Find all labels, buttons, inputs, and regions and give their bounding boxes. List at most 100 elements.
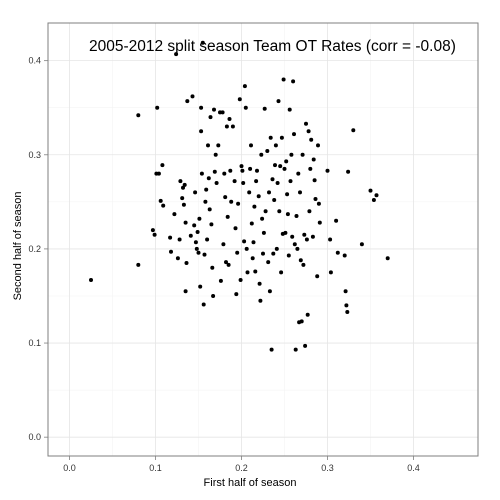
scatter-point (260, 216, 265, 221)
scatter-point (286, 253, 291, 258)
grid-lines (48, 23, 478, 456)
scatter-point (214, 181, 219, 185)
scatter-point (304, 121, 308, 126)
scatter-point (201, 302, 206, 307)
y-axis-title: Second half of season (12, 192, 24, 301)
scatter-point (307, 209, 312, 214)
scatter-point (233, 226, 238, 231)
scatter-point (185, 99, 190, 104)
y-tick-label: 0.1 (28, 338, 41, 348)
scatter-point (304, 237, 309, 242)
scatter-point (207, 207, 212, 212)
scatter-point (267, 190, 271, 195)
scatter-point (256, 194, 261, 199)
scatter-point (213, 152, 218, 157)
data-points (89, 40, 390, 352)
scatter-point (287, 107, 292, 112)
scatter-point (206, 143, 210, 148)
scatter-point (209, 222, 214, 227)
scatter-point (174, 52, 179, 57)
scatter-point (195, 230, 200, 234)
x-tick-label: 0.2 (235, 463, 248, 473)
scatter-point (251, 240, 256, 245)
scatter-point (344, 303, 349, 308)
scatter-point (188, 233, 193, 238)
scatter-point (230, 124, 235, 129)
scatter-point (285, 192, 290, 197)
scatter-point (271, 251, 276, 256)
scatter-point (325, 168, 330, 173)
scatter-point (268, 135, 273, 140)
scatter-point (168, 235, 173, 240)
scatter-point (182, 182, 187, 187)
scatter-point (184, 261, 189, 265)
scatter-point (156, 171, 161, 176)
scatter-point (150, 228, 155, 233)
scatter-point (292, 242, 297, 247)
scatter-point (301, 262, 306, 267)
scatter-point (303, 343, 308, 348)
scatter-point (285, 212, 290, 217)
scatter-point (183, 220, 188, 225)
scatter-point (152, 232, 157, 237)
scatter-point (274, 246, 279, 251)
scatter-point (253, 269, 258, 274)
scatter-point (205, 237, 210, 242)
scatter-point (263, 209, 268, 214)
scatter-point (250, 256, 255, 261)
scatter-point (368, 188, 373, 193)
scatter-point (160, 163, 165, 168)
scatter-point (275, 181, 280, 185)
scatter-point (175, 256, 180, 261)
scatter-point (258, 298, 263, 303)
scatter-point (281, 77, 286, 82)
scatter-point (172, 212, 177, 217)
scatter-point (266, 260, 271, 265)
y-tick-label: 0.0 (28, 432, 41, 442)
scatter-point (273, 163, 277, 168)
scatter-point (136, 262, 141, 267)
scatter-point (295, 246, 300, 251)
scatter-point (261, 251, 265, 256)
scatter-point (236, 201, 241, 206)
scatter-point (180, 196, 185, 201)
scatter-point (227, 117, 232, 121)
scatter-point (158, 198, 163, 203)
y-tick-label: 0.2 (28, 244, 41, 254)
scatter-point (292, 132, 296, 137)
scatter-point (249, 143, 253, 148)
scatter-point (181, 202, 186, 207)
scatter-point (190, 94, 195, 99)
scatter-point (315, 274, 320, 279)
scatter-point (192, 223, 197, 228)
scatter-point (194, 246, 199, 251)
scatter-point (277, 209, 282, 214)
scatter-point (193, 190, 198, 195)
chart-title: 2005-2012 split season Team OT Rates (co… (89, 38, 456, 55)
scatter-point (208, 115, 213, 120)
scatter-point (296, 171, 301, 176)
scatter-point (298, 258, 303, 263)
scatter-point (310, 234, 315, 239)
x-axis-ticks: 0.0 0.1 0.2 0.3 0.4 (63, 456, 420, 473)
scatter-point (252, 204, 257, 209)
scatter-point (316, 143, 320, 148)
y-tick-label: 0.3 (28, 150, 41, 160)
scatter-point (374, 193, 379, 198)
scatter-point (223, 195, 228, 200)
scatter-point (211, 294, 216, 298)
plot-panel (48, 23, 478, 456)
scatter-point (216, 143, 221, 148)
x-tick-label: 0.3 (321, 463, 334, 473)
scatter-point (243, 105, 248, 110)
scatter-point (204, 187, 209, 192)
scatter-point (224, 124, 229, 129)
scatter-point (212, 107, 216, 112)
scatter-point (311, 157, 316, 162)
scatter-point (257, 281, 262, 286)
scatter-point (155, 105, 160, 110)
scatter-point (290, 234, 295, 239)
scatter-point (302, 232, 307, 237)
scatter-point (328, 237, 333, 242)
y-tick-label: 0.4 (28, 56, 41, 66)
